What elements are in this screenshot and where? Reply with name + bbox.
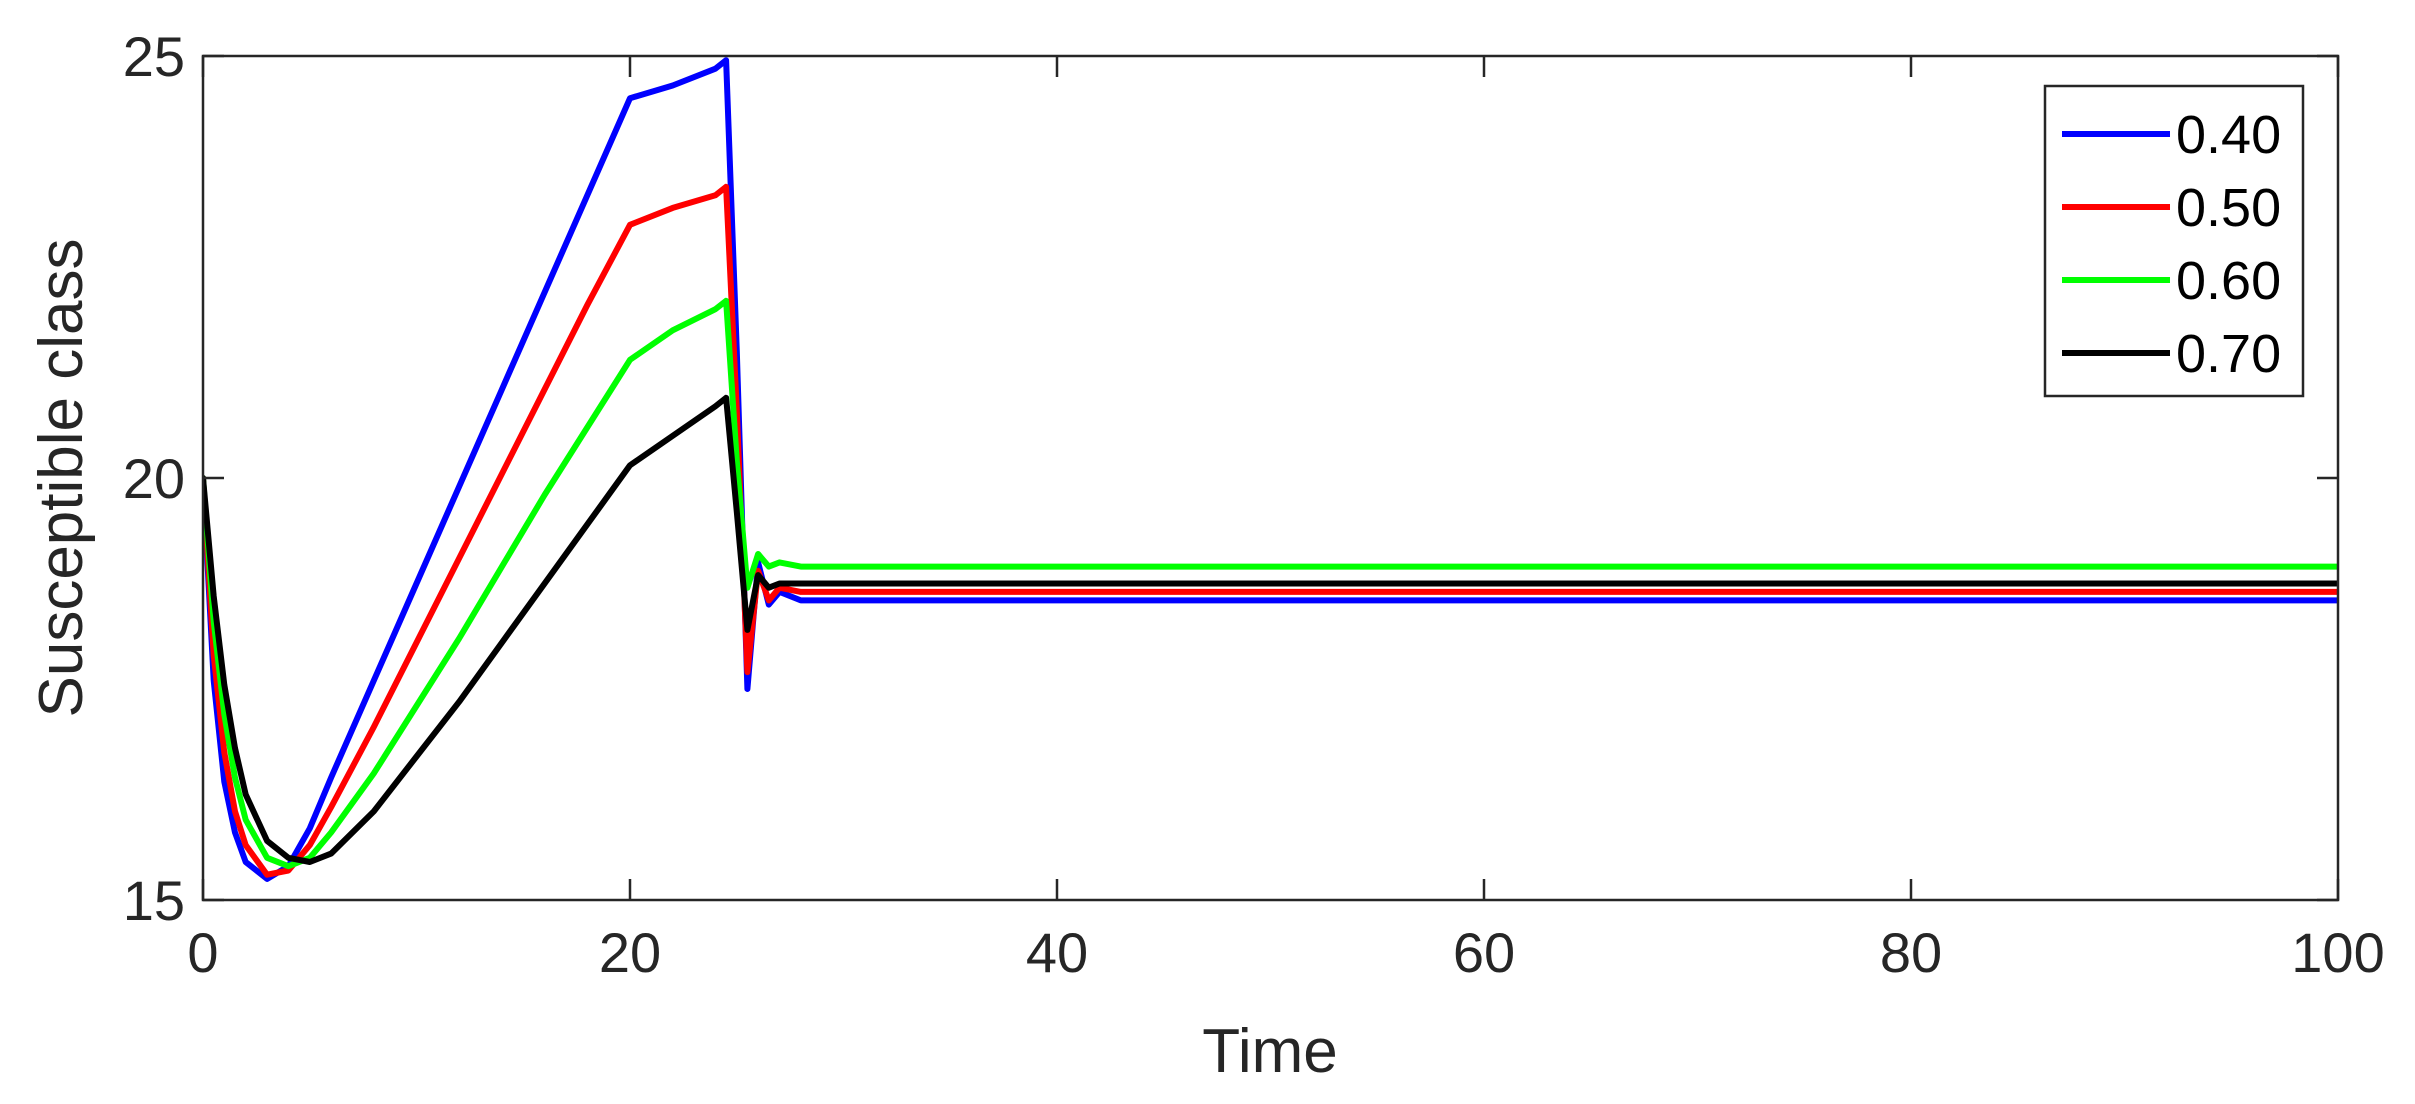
axis-ticks xyxy=(201,54,2340,902)
x-tick-label-40: 40 xyxy=(1026,921,1088,984)
legend-label-0.60: 0.60 xyxy=(2176,251,2281,311)
legend-entries: 0.40 0.50 0.60 0.70 xyxy=(2062,105,2281,384)
y-axis-title: Susceptible class xyxy=(27,238,96,717)
y-tick-label-15: 15 xyxy=(123,869,185,932)
series-line-0.70 xyxy=(203,394,2338,865)
x-tick-label-20: 20 xyxy=(599,921,661,984)
legend-label-0.70: 0.70 xyxy=(2176,324,2281,384)
series-line-0.60 xyxy=(203,297,2338,870)
x-tick-label-0: 0 xyxy=(187,921,218,984)
legend: 0.40 0.50 0.60 0.70 xyxy=(2043,84,2305,398)
legend-box xyxy=(2043,84,2305,398)
legend-label-0.40: 0.40 xyxy=(2176,105,2281,165)
axis-tick-labels: 0 20 40 60 80 100 15 20 25 xyxy=(123,25,2385,984)
legend-label-0.50: 0.50 xyxy=(2176,178,2281,238)
series-line-0.50 xyxy=(203,183,2338,878)
x-tick-label-60: 60 xyxy=(1453,921,1515,984)
series-line-0.40 xyxy=(203,57,2338,882)
x-axis-title: Time xyxy=(1202,1017,1337,1086)
x-tick-label-80: 80 xyxy=(1880,921,1942,984)
y-tick-label-20: 20 xyxy=(123,447,185,510)
x-tick-label-100: 100 xyxy=(2291,921,2384,984)
y-tick-label-25: 25 xyxy=(123,25,185,88)
plot-area xyxy=(203,56,2338,900)
series-layer xyxy=(203,57,2338,882)
